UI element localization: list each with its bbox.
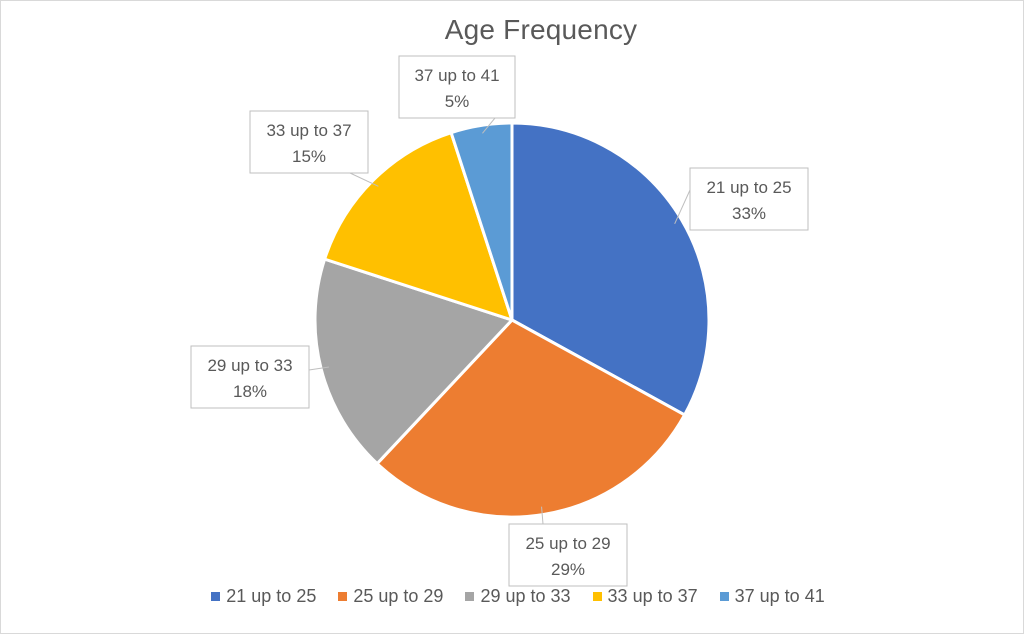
data-label-callouts: 21 up to 25 33% 25 up to 29 29% 29 up to 33 1…: [190, 55, 809, 587]
legend-item: 29 up to 33: [465, 586, 571, 607]
legend-label: 37 up to 41: [734, 586, 825, 606]
callout-leader-1: [674, 189, 691, 224]
pie-slice-1: [510, 121, 711, 417]
callout-percent-label: 18%: [233, 382, 267, 401]
pie-slice-3: [313, 257, 514, 466]
callout-category-label: 37 up to 41: [414, 66, 499, 85]
legend-item: 33 up to 37: [592, 586, 698, 607]
callout-percent-label: 29%: [551, 560, 585, 579]
pie-slice-2: [375, 318, 687, 519]
legend: 21 up to 25 25 up to 29 29 up to 33 33 up t…: [0, 586, 1024, 607]
pie-slices: [313, 121, 711, 519]
legend-label: 21 up to 25: [226, 586, 317, 606]
legend-item: 21 up to 25: [211, 586, 316, 607]
callout-percent-label: 5%: [445, 92, 470, 111]
callout-leader-2: [541, 506, 544, 525]
legend-label: 33 up to 37: [607, 586, 698, 606]
legend-item: 25 up to 29: [338, 586, 443, 607]
chart-title: Age Frequency: [444, 14, 638, 45]
legend-label: 29 up to 33: [480, 586, 571, 606]
legend-label: 25 up to 29: [353, 586, 444, 606]
legend-swatch: [719, 592, 729, 601]
legend-swatch: [211, 592, 221, 601]
callout-box-2: [508, 523, 628, 587]
callout-category-label: 29 up to 33: [207, 356, 292, 375]
callout-category-label: 33 up to 37: [266, 121, 351, 140]
callout-leader-3: [308, 366, 330, 371]
callout-percent-label: 33%: [732, 204, 766, 223]
callout-box-4: [249, 110, 369, 174]
legend-swatch: [465, 592, 475, 601]
legend-swatch: [592, 592, 602, 601]
callout-leader-4: [349, 172, 379, 187]
legend-swatch: [338, 592, 348, 601]
callout-category-label: 21 up to 25: [706, 178, 791, 197]
callout-box-5: [398, 55, 516, 119]
pie-slice-5: [449, 121, 514, 322]
legend-item: 37 up to 41: [719, 586, 825, 607]
callout-percent-label: 15%: [292, 147, 326, 166]
callout-leader-5: [482, 117, 496, 134]
callout-category-label: 25 up to 29: [525, 534, 610, 553]
callout-box-3: [190, 345, 310, 409]
callout-box-1: [689, 167, 809, 231]
